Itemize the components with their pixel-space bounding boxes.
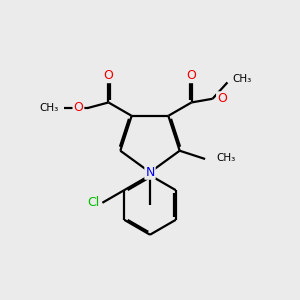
Text: CH₃: CH₃ [232,74,251,84]
Text: O: O [187,69,196,82]
Text: Cl: Cl [87,196,99,209]
Text: CH₃: CH₃ [39,103,59,113]
Text: CH₃: CH₃ [216,152,236,163]
Text: O: O [74,101,83,115]
Text: N: N [145,166,155,179]
Text: O: O [103,69,113,82]
Text: O: O [217,92,227,105]
